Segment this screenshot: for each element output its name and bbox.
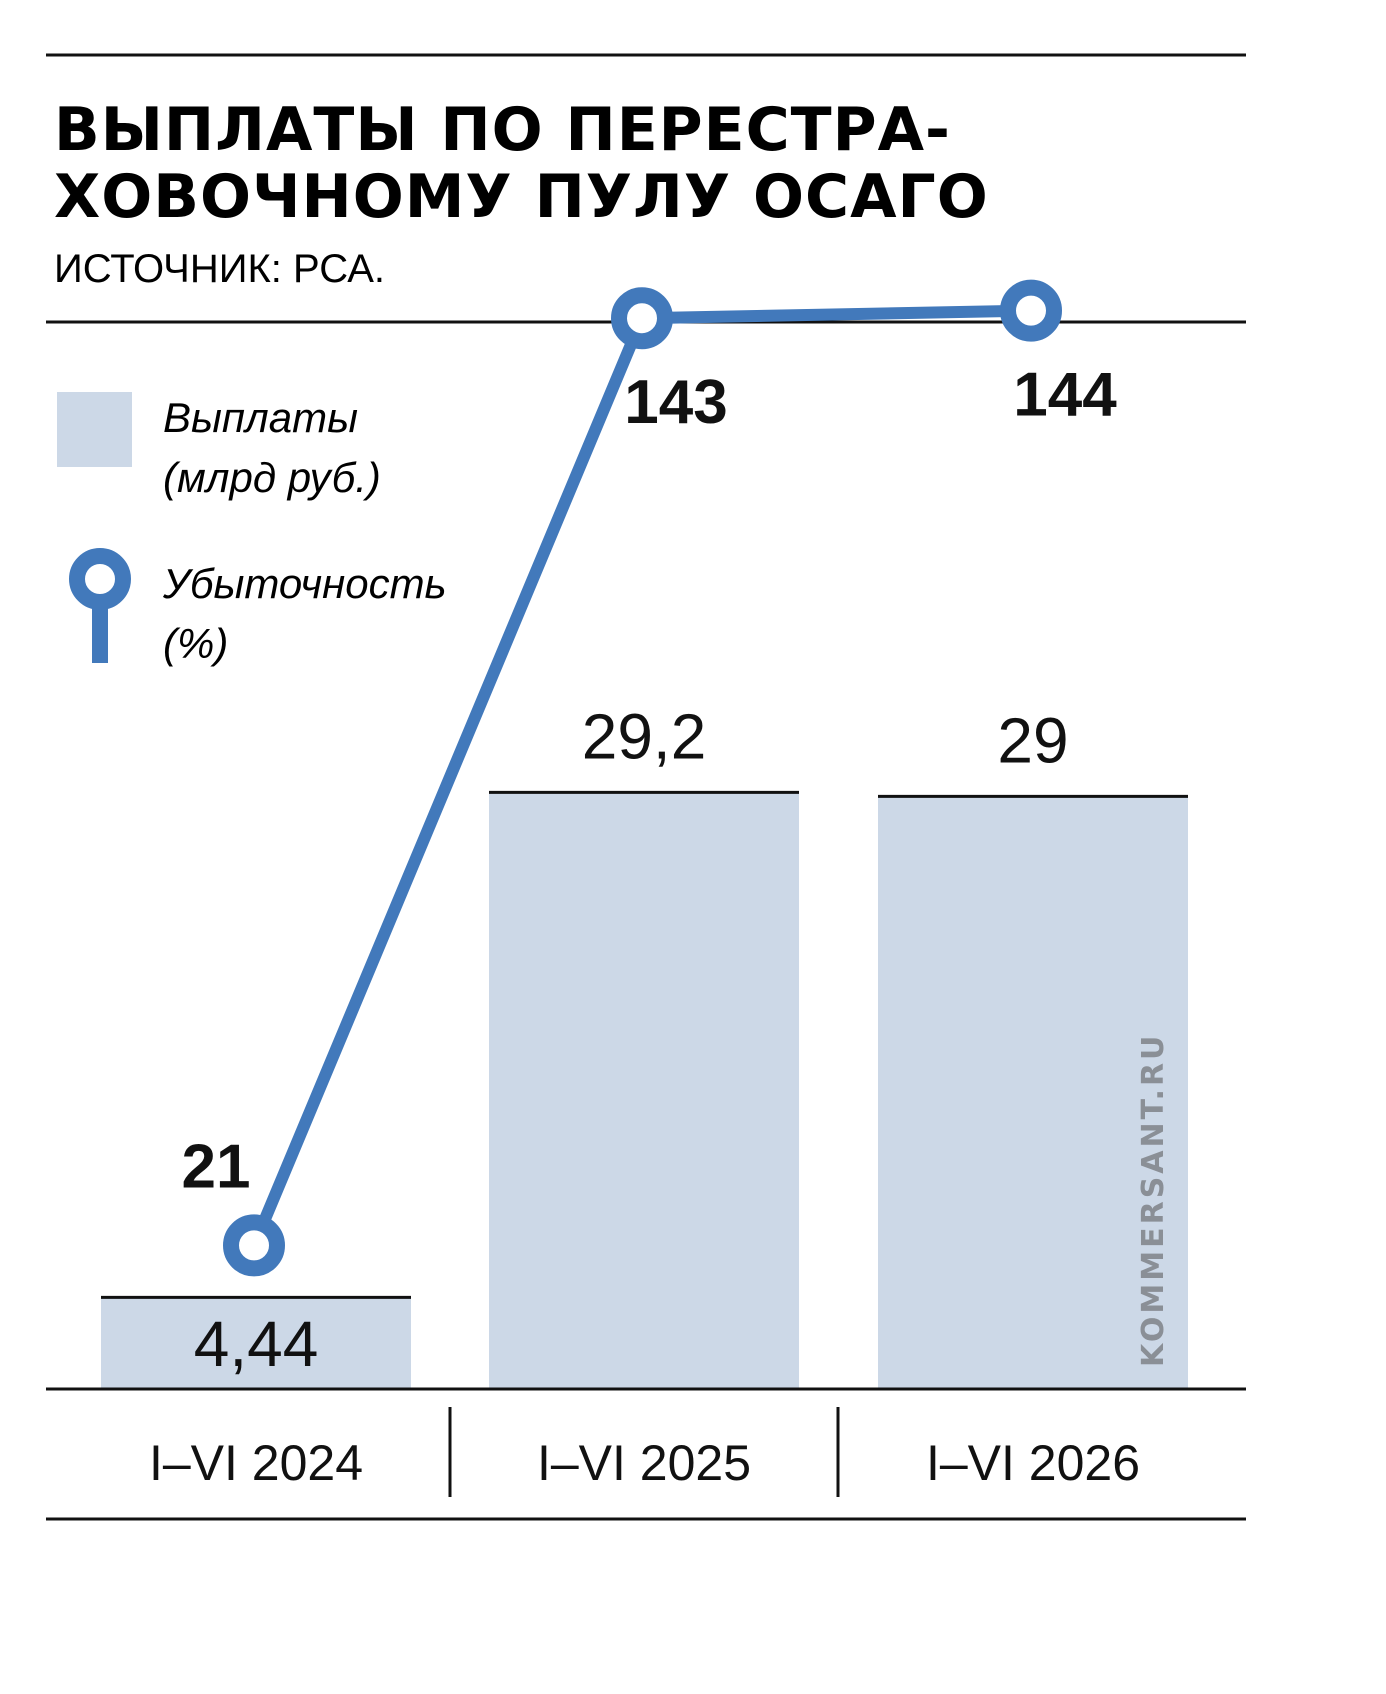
line-point bbox=[223, 1214, 285, 1277]
line-value-label: 21 bbox=[182, 1132, 251, 1201]
labels-layer: 4,44 29,2 29 21 143 144 bbox=[182, 361, 1118, 1380]
bar bbox=[878, 796, 1188, 1388]
watermark-text: KOMMERSANT.RU bbox=[1136, 1033, 1171, 1367]
legend-bar-label-line1: Выплаты bbox=[163, 394, 358, 441]
line-value-label: 144 bbox=[1013, 361, 1117, 430]
legend-line-label-line1: Убыточность bbox=[162, 560, 447, 607]
legend-bar-swatch bbox=[57, 392, 132, 467]
legend-line-marker-icon bbox=[69, 548, 131, 663]
line-value-label: 143 bbox=[624, 368, 727, 437]
bar-value-label: 29,2 bbox=[582, 700, 707, 772]
bars-layer bbox=[101, 790, 1188, 1388]
chart-title-line2: ХОВОЧНОМУ ПУЛУ ОСАГО bbox=[54, 162, 989, 232]
chart: ВЫПЛАТЫ ПО ПЕРЕСТРА- ХОВОЧНОМУ ПУЛУ ОСАГ… bbox=[46, 53, 1246, 1521]
bar bbox=[101, 1297, 411, 1388]
category-axis: I–VI 2024 I–VI 2025 I–VI 2026 bbox=[149, 1435, 1140, 1491]
legend-line-label-line2: (%) bbox=[163, 620, 228, 667]
line-point bbox=[611, 287, 673, 350]
legend-bar-label-line2: (млрд руб.) bbox=[163, 454, 381, 501]
bar-value-label: 4,44 bbox=[194, 1308, 319, 1380]
chart-source: ИСТОЧНИК: РСА. bbox=[54, 247, 385, 291]
bar-value-label: 29 bbox=[997, 704, 1068, 776]
category-label: I–VI 2024 bbox=[149, 1435, 363, 1491]
chart-title-line1: ВЫПЛАТЫ ПО ПЕРЕСТРА- bbox=[54, 95, 951, 165]
line-layer bbox=[223, 279, 1062, 1277]
category-label: I–VI 2026 bbox=[926, 1435, 1140, 1491]
category-label: I–VI 2025 bbox=[537, 1435, 751, 1491]
bar bbox=[489, 792, 799, 1388]
line-point bbox=[1000, 279, 1062, 342]
